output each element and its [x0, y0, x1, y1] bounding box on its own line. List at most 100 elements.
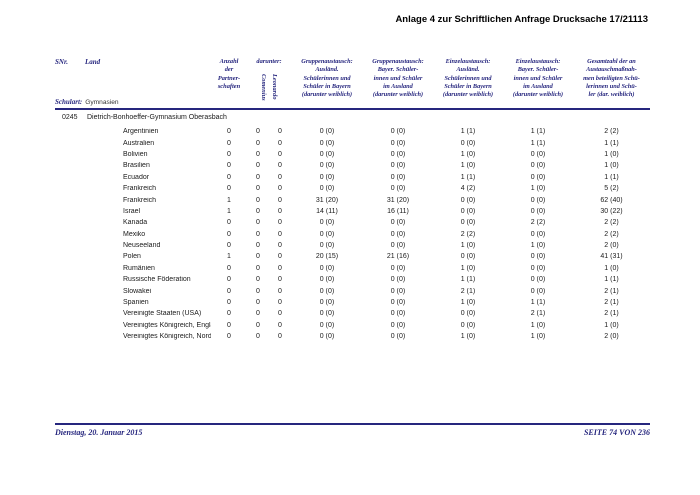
cell-einzelaustausch-ausland: 1 (0) — [460, 299, 476, 307]
cell-land: Neuseeland — [123, 242, 161, 250]
cell-partnerschaften: 0 — [227, 128, 231, 136]
cell-partnerschaften: 1 — [227, 207, 231, 215]
table-row: Bolivien 0 0 0 0 (0) 0 (0) 1 (0) 0 (0) 1… — [55, 149, 650, 160]
cell-comenius: 0 — [256, 264, 260, 272]
column-header-gruppenaustausch-ausland: Gruppenaustausch: Ausländ. Schülerinnen … — [301, 58, 353, 99]
table-row: Ecuador 0 0 0 0 (0) 0 (0) 1 (1) 0 (0) 1 … — [55, 172, 650, 183]
cell-partnerschaften: 0 — [227, 173, 231, 181]
schulart-value: Gymnasien — [85, 99, 119, 106]
cell-gesamtzahl: 1 (1) — [604, 173, 619, 181]
cell-comenius: 0 — [256, 139, 260, 147]
cell-partnerschaften: 0 — [227, 321, 231, 329]
cell-gruppenaustausch-bayern: 0 (0) — [390, 128, 406, 136]
cell-land: Israel — [123, 207, 141, 215]
cell-einzelaustausch-bayern: 0 (0) — [530, 264, 546, 272]
cell-comenius: 0 — [256, 185, 260, 193]
cell-leonardo: 0 — [278, 128, 282, 136]
column-header-leonardo: Leonardo — [271, 74, 278, 100]
cell-einzelaustausch-bayern: 0 (0) — [530, 150, 546, 158]
cell-gesamtzahl: 30 (22) — [600, 207, 623, 215]
cell-einzelaustausch-ausland: 1 (0) — [460, 150, 476, 158]
cell-comenius: 0 — [256, 276, 260, 284]
cell-comenius: 0 — [256, 333, 260, 341]
cell-einzelaustausch-ausland: 1 (1) — [460, 173, 476, 181]
cell-einzelaustausch-bayern: 2 (1) — [530, 310, 546, 318]
cell-land: Frankreich — [123, 196, 157, 204]
table-row: Spanien 0 0 0 0 (0) 0 (0) 1 (0) 1 (1) 2 … — [55, 297, 650, 308]
cell-land: Kanada — [123, 219, 148, 227]
cell-gesamtzahl: 1 (1) — [604, 139, 619, 147]
cell-einzelaustausch-bayern: 0 (0) — [530, 173, 546, 181]
cell-partnerschaften: 0 — [227, 242, 231, 250]
cell-gruppenaustausch-ausland: 0 (0) — [319, 287, 335, 295]
schulart-label: Schulart: — [55, 98, 83, 106]
cell-leonardo: 0 — [278, 150, 282, 158]
cell-einzelaustausch-ausland: 1 (0) — [460, 333, 476, 341]
table-row: Frankreich 1 0 0 31 (20) 31 (20) 0 (0) 0… — [55, 194, 650, 205]
cell-comenius: 0 — [256, 321, 260, 329]
cell-einzelaustausch-bayern: 1 (1) — [530, 299, 546, 307]
cell-gesamtzahl: 1 (1) — [604, 276, 619, 284]
cell-leonardo: 0 — [278, 230, 282, 238]
cell-comenius: 0 — [256, 287, 260, 295]
cell-einzelaustausch-bayern: 0 (0) — [530, 230, 546, 238]
cell-land: Rumänien — [123, 264, 155, 272]
cell-einzelaustausch-bayern: 1 (1) — [530, 128, 546, 136]
cell-gruppenaustausch-bayern: 16 (11) — [387, 207, 409, 215]
column-header-gesamtzahl: Gesamtzahl der an Austauschmaßnah- men b… — [583, 58, 640, 99]
cell-einzelaustausch-ausland: 0 (0) — [460, 139, 476, 147]
page-footer: Dienstag, 20. Januar 2015 SEITE 74 VON 2… — [55, 423, 650, 437]
cell-partnerschaften: 0 — [227, 185, 231, 193]
cell-comenius: 0 — [256, 219, 260, 227]
cell-land: Brasilien — [123, 162, 150, 170]
cell-comenius: 0 — [256, 128, 260, 136]
cell-land: Ecuador — [123, 173, 150, 181]
column-header-darunter: darunter: Comenius Leonardo — [247, 56, 291, 108]
cell-gruppenaustausch-ausland: 0 (0) — [319, 162, 335, 170]
table-header: SNr. Land Anzahl der Partner- schaften d… — [55, 56, 650, 110]
cell-partnerschaften: 0 — [227, 333, 231, 341]
footer-page-number: SEITE 74 VON 236 — [583, 428, 650, 437]
cell-einzelaustausch-bayern: 0 (0) — [530, 162, 546, 170]
cell-gruppenaustausch-ausland: 20 (15) — [315, 253, 339, 261]
cell-gesamtzahl: 2 (2) — [604, 128, 619, 136]
cell-einzelaustausch-ausland: 1 (0) — [460, 264, 476, 272]
cell-gesamtzahl: 2 (1) — [604, 299, 619, 307]
cell-gruppenaustausch-ausland: 0 (0) — [319, 333, 335, 341]
cell-gesamtzahl: 2 (2) — [604, 230, 619, 238]
cell-einzelaustausch-ausland: 0 (0) — [460, 253, 476, 261]
cell-gruppenaustausch-ausland: 0 (0) — [319, 139, 335, 147]
cell-land: Slowakei — [123, 287, 152, 295]
cell-einzelaustausch-bayern: 0 (0) — [530, 287, 546, 295]
cell-einzelaustausch-ausland: 2 (2) — [460, 230, 476, 238]
cell-leonardo: 0 — [278, 333, 282, 341]
cell-einzelaustausch-bayern: 2 (2) — [530, 219, 546, 227]
cell-partnerschaften: 0 — [227, 150, 231, 158]
cell-comenius: 0 — [256, 299, 260, 307]
cell-land: Australien — [123, 139, 155, 147]
cell-gruppenaustausch-ausland: 0 (0) — [319, 264, 335, 272]
column-header-land: Land — [85, 58, 101, 66]
cell-partnerschaften: 1 — [227, 196, 231, 204]
table-row: Vereinigtes Königreich, England 0 0 0 0 … — [55, 320, 650, 331]
cell-comenius: 0 — [256, 253, 260, 261]
cell-einzelaustausch-ausland: 1 (1) — [460, 128, 476, 136]
cell-leonardo: 0 — [278, 321, 282, 329]
cell-leonardo: 0 — [278, 253, 282, 261]
cell-gesamtzahl: 2 (0) — [604, 242, 619, 250]
cell-comenius: 0 — [256, 162, 260, 170]
cell-partnerschaften: 0 — [227, 219, 231, 227]
cell-gesamtzahl: 5 (2) — [604, 185, 619, 193]
cell-gesamtzahl: 1 (0) — [604, 264, 619, 272]
cell-gruppenaustausch-ausland: 0 (0) — [319, 230, 335, 238]
cell-partnerschaften: 0 — [227, 276, 231, 284]
cell-einzelaustausch-ausland: 2 (1) — [460, 287, 476, 295]
cell-gesamtzahl: 41 (31) — [600, 253, 623, 261]
cell-einzelaustausch-ausland: 0 (0) — [460, 310, 476, 318]
cell-einzelaustausch-bayern: 1 (1) — [530, 139, 546, 147]
cell-gruppenaustausch-bayern: 0 (0) — [390, 287, 406, 295]
cell-einzelaustausch-ausland: 1 (0) — [460, 162, 476, 170]
cell-leonardo: 0 — [278, 287, 282, 295]
cell-einzelaustausch-bayern: 1 (0) — [530, 242, 546, 250]
cell-gruppenaustausch-ausland: 31 (20) — [315, 196, 339, 204]
